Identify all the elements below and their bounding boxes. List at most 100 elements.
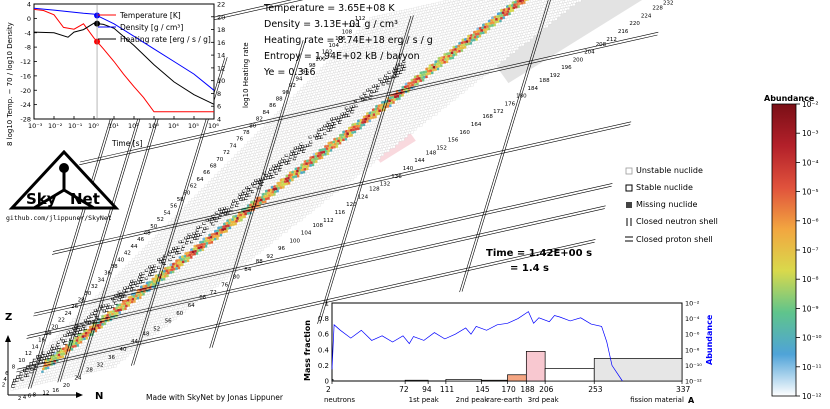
- nuclide-cell: [144, 292, 148, 296]
- nuclide-cell: [151, 241, 154, 245]
- nuclide-cell: [85, 308, 88, 312]
- nuclide-cell: [217, 171, 221, 175]
- nuclide-cell: [301, 173, 305, 177]
- nuclide-cell: [290, 181, 294, 185]
- nuclide-cell: [186, 306, 189, 310]
- nuclide-cell: [138, 251, 142, 255]
- nuclide-cell: [315, 157, 319, 160]
- nuclide-cell: [344, 137, 348, 141]
- nuclide-cell: [79, 332, 83, 336]
- nuclide-cell: [157, 234, 161, 238]
- nuclide-cell: [137, 254, 141, 258]
- nuclide-cell: [79, 340, 83, 344]
- nuclide-cell: [97, 321, 100, 324]
- nuclide-cell: [306, 164, 310, 168]
- nuclide-cell: [111, 281, 115, 285]
- nuclide-cell: [56, 335, 60, 339]
- nuclide-cell: [346, 132, 349, 135]
- nuclide-cell: [244, 212, 247, 216]
- nuclide-cell: [44, 367, 48, 370]
- nuclide-cell: [88, 328, 91, 332]
- nuclide-cell: [55, 338, 59, 342]
- nuclide-cell: [201, 188, 205, 192]
- nuclide-cell: [303, 168, 307, 171]
- nuclide-cell: [277, 191, 281, 195]
- nuclide-cell: [49, 365, 53, 369]
- nuclide-cell: [133, 300, 136, 303]
- nuclide-cell: [104, 319, 108, 323]
- nuclide-cell: [95, 326, 99, 330]
- nuclide-cell: [147, 283, 150, 287]
- nuclide-cell: [115, 275, 119, 279]
- nuclide-cell: [54, 364, 58, 368]
- nuclide-cell: [206, 291, 210, 295]
- nuclide-cell: [58, 350, 62, 354]
- nuclide-cell: [297, 171, 301, 175]
- nuclide-cell: [339, 139, 343, 142]
- nuclide-cell: [262, 198, 266, 201]
- nuclide-cell: [221, 235, 225, 239]
- nuclide-cell: [203, 187, 207, 191]
- nuclide-cell: [108, 281, 112, 285]
- nuclide-cell: [367, 122, 371, 126]
- nuclide-cell: [54, 356, 57, 360]
- nuclide-cell: [45, 369, 49, 373]
- nuclide-cell: [152, 282, 155, 286]
- nuclide-cell: [100, 325, 103, 329]
- nuclide-cell: [310, 161, 313, 164]
- nuclide-cell: [263, 195, 266, 198]
- nuclide-cell: [232, 220, 236, 223]
- nuclide-cell: [158, 328, 162, 331]
- nuclide-cell: [47, 366, 50, 369]
- nuclide-cell: [340, 136, 344, 139]
- nuclide-cell: [153, 280, 156, 283]
- nuclide-cell: [106, 321, 109, 325]
- nuclide-cell: [313, 165, 317, 169]
- nuclide-cell: [343, 140, 347, 144]
- nuclide-cell: [196, 249, 200, 252]
- nuclide-cell: [211, 178, 215, 181]
- nuclide-cell: [139, 296, 142, 299]
- nuclide-cell: [69, 322, 73, 325]
- nuclide-cell: [125, 304, 128, 308]
- nuclide-cell: [116, 311, 119, 315]
- nuclide-cell: [325, 155, 329, 158]
- nuclide-cell: [284, 185, 288, 189]
- nuclide-cell: [62, 352, 66, 356]
- nuclide-cell: [334, 140, 338, 143]
- nuclide-cell: [321, 153, 325, 157]
- nuclide-cell: [52, 354, 56, 358]
- nuclide-cell: [267, 197, 270, 200]
- nuclide-cell: [61, 331, 65, 335]
- nuclide-cell: [171, 218, 175, 222]
- nuclide-cell: [82, 332, 85, 335]
- nuclide-cell: [329, 144, 332, 147]
- nuclide-cell: [232, 223, 235, 226]
- nuclide-cell: [52, 357, 55, 361]
- nuclide-cell: [358, 121, 362, 125]
- nuclide-cell: [99, 320, 103, 324]
- nuclide-cell: [10, 387, 14, 391]
- nuclide-cell: [132, 258, 135, 262]
- nuclide-cell: [273, 190, 277, 193]
- nuclide-cell: [56, 356, 60, 359]
- nuclide-cell: [319, 158, 323, 162]
- nuclide-cell: [239, 213, 242, 217]
- nuclide-cell: [168, 273, 172, 277]
- nuclide-cell: [114, 309, 118, 313]
- nuclide-cell: [131, 297, 135, 301]
- nuclide-cell: [56, 351, 59, 354]
- nuclide-cell: [155, 331, 159, 335]
- nuclide-cell: [88, 304, 92, 308]
- nuclide-cell: [114, 277, 118, 281]
- nuclide-cell: [85, 305, 89, 309]
- nuclide-cell: [285, 182, 289, 186]
- nuclide-cell: [237, 151, 241, 155]
- nuclide-cell: [185, 262, 189, 265]
- nuclide-cell: [235, 219, 238, 223]
- nuclide-cell: [182, 257, 186, 261]
- nuclide-cell: [357, 124, 361, 128]
- nuclide-cell: [343, 135, 346, 139]
- nuclide-cell: [126, 298, 130, 302]
- nuclide-cell: [268, 194, 271, 197]
